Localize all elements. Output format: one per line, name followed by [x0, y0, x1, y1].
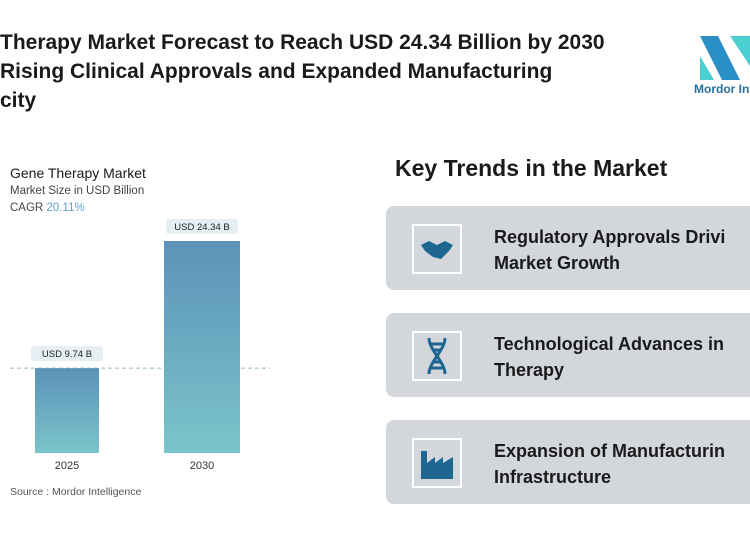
handshake-icon [412, 224, 462, 274]
dna-icon [412, 331, 462, 381]
trend-card: Regulatory Approvals Drivi Market Growth [386, 206, 750, 290]
trend-label: Regulatory Approvals Drivi [494, 227, 726, 247]
title-line: Therapy Market Forecast to Reach USD 24.… [0, 31, 605, 54]
trend-label: Infrastructure [494, 467, 612, 487]
cagr: CAGR 20.11% [10, 202, 85, 214]
trend-card: Expansion of Manufacturin Infrastructure [386, 420, 750, 504]
trend-label: Therapy [494, 360, 565, 380]
trends-heading: Key Trends in the Market [395, 155, 668, 181]
trend-label: Technological Advances in [494, 334, 725, 354]
chart-title: Gene Therapy Market [10, 165, 146, 181]
logo-text: Mordor Inte [694, 82, 750, 96]
bar-chart: USD 9.74 B 2025 USD 24.34 B 2030 [10, 219, 270, 472]
cagr-value: 20.11% [46, 202, 85, 214]
data-label: USD 24.34 B [174, 222, 229, 233]
trend-card: Technological Advances in Therapy [386, 313, 750, 397]
x-tick-label: 2030 [190, 460, 214, 472]
x-tick-label: 2025 [55, 460, 79, 472]
factory-icon [412, 438, 462, 488]
title-line: city [0, 89, 37, 112]
page-title: Therapy Market Forecast to Reach USD 24.… [0, 28, 605, 115]
source-note: Source : Mordor Intelligence [10, 486, 142, 498]
bar-2025 [35, 368, 99, 453]
trend-label: Market Growth [494, 253, 621, 273]
cagr-label: CAGR [10, 202, 44, 214]
data-label: USD 9.74 B [42, 349, 92, 360]
data-label-bg [31, 346, 103, 362]
data-label-bg [166, 219, 238, 234]
title-line: Rising Clinical Approvals and Expanded M… [0, 60, 553, 83]
mordor-logo [700, 36, 750, 80]
trend-label: Expansion of Manufacturin [494, 441, 726, 461]
bar-2030 [164, 241, 240, 453]
chart-subtitle: Market Size in USD Billion [10, 185, 145, 197]
